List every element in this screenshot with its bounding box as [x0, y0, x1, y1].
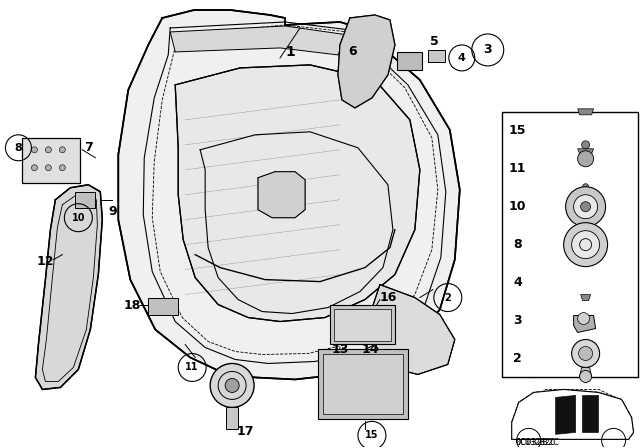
Polygon shape [318, 349, 408, 419]
Circle shape [579, 346, 593, 361]
Text: 10: 10 [72, 213, 85, 223]
Text: 7: 7 [84, 141, 93, 154]
Circle shape [225, 379, 239, 392]
Text: 16: 16 [380, 291, 397, 304]
Text: 5: 5 [431, 35, 439, 48]
Text: 18: 18 [124, 299, 141, 312]
Circle shape [31, 147, 37, 153]
Circle shape [582, 184, 589, 190]
Circle shape [45, 165, 51, 171]
Circle shape [45, 147, 51, 153]
Text: 15: 15 [365, 431, 379, 440]
Polygon shape [35, 185, 102, 389]
Polygon shape [580, 295, 591, 301]
Polygon shape [582, 396, 598, 432]
Text: 14: 14 [361, 343, 379, 356]
Text: 0C032B2C: 0C032B2C [516, 438, 556, 447]
Polygon shape [578, 149, 594, 154]
Polygon shape [148, 297, 178, 314]
Text: 9: 9 [108, 205, 116, 218]
Text: 11: 11 [509, 162, 527, 175]
Polygon shape [573, 315, 596, 332]
Text: 3: 3 [513, 314, 522, 327]
Text: 0C032B2C: 0C032B2C [516, 438, 560, 447]
Polygon shape [76, 192, 95, 208]
Text: 11: 11 [186, 362, 199, 372]
Text: 3: 3 [483, 43, 492, 56]
Polygon shape [22, 138, 81, 183]
Polygon shape [334, 309, 391, 340]
Polygon shape [370, 284, 455, 375]
Text: 17: 17 [236, 425, 254, 438]
Polygon shape [338, 15, 395, 108]
Text: 10: 10 [509, 200, 527, 213]
Circle shape [573, 195, 598, 219]
Circle shape [60, 147, 65, 153]
Polygon shape [170, 26, 348, 55]
Polygon shape [512, 389, 634, 439]
Polygon shape [258, 172, 305, 218]
Circle shape [564, 223, 607, 267]
Text: 8: 8 [15, 143, 22, 153]
Circle shape [572, 231, 600, 258]
Polygon shape [175, 65, 420, 322]
Circle shape [566, 187, 605, 227]
Circle shape [60, 165, 65, 171]
Polygon shape [580, 367, 591, 376]
Polygon shape [502, 112, 637, 378]
Text: 4: 4 [513, 276, 522, 289]
Text: 4: 4 [458, 53, 466, 63]
Text: 8: 8 [513, 238, 522, 251]
Text: 2: 2 [513, 352, 522, 365]
Text: 12: 12 [36, 255, 54, 268]
Circle shape [572, 340, 600, 367]
Polygon shape [118, 10, 460, 379]
Text: 13: 13 [332, 343, 349, 356]
Circle shape [582, 141, 589, 149]
Polygon shape [428, 50, 445, 62]
Circle shape [210, 363, 254, 407]
Polygon shape [397, 52, 422, 70]
Text: 1: 1 [285, 45, 295, 59]
Polygon shape [556, 396, 575, 435]
Polygon shape [226, 407, 238, 429]
Polygon shape [323, 354, 403, 414]
Circle shape [580, 370, 591, 383]
Circle shape [31, 165, 37, 171]
Circle shape [580, 202, 591, 212]
Text: 15: 15 [509, 124, 527, 137]
Circle shape [578, 313, 589, 324]
Text: 2: 2 [444, 293, 451, 302]
Polygon shape [330, 305, 395, 345]
Polygon shape [578, 109, 594, 115]
Text: 6: 6 [349, 45, 357, 58]
Circle shape [578, 151, 594, 167]
